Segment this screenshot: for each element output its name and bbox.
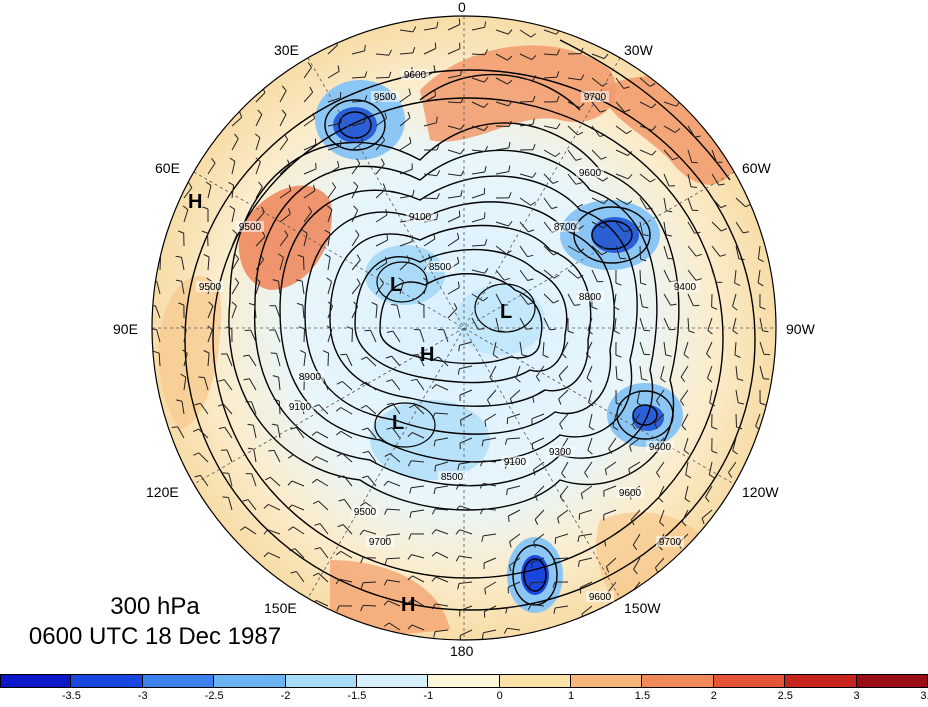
contour-label: 9500 bbox=[354, 507, 377, 518]
wind-barb-shaft bbox=[531, 582, 544, 583]
wind-barb-shaft bbox=[376, 78, 389, 79]
colorbar-tick-label: -1.5 bbox=[347, 690, 366, 702]
lon-label-0: 0 bbox=[458, 0, 466, 15]
wind-barb-flag bbox=[223, 473, 229, 474]
wind-barb-shaft bbox=[304, 329, 305, 342]
wind-barb-flag bbox=[340, 354, 346, 355]
wind-barb-flag bbox=[223, 497, 229, 498]
colorbar-tick-label: -2.5 bbox=[205, 690, 224, 702]
wind-barb-flag bbox=[435, 90, 436, 96]
wind-barb-shaft bbox=[640, 270, 641, 283]
wind-barb-shaft bbox=[640, 246, 641, 259]
map-caption: 300 hPa 0600 UTC 18 Dec 1987 bbox=[0, 592, 310, 652]
low-pressure-marker: L bbox=[390, 274, 402, 297]
contour-label: 8800 bbox=[579, 292, 602, 303]
colorbar bbox=[0, 674, 928, 688]
wind-barb-shaft bbox=[520, 102, 533, 103]
low-pressure-marker: L bbox=[500, 301, 512, 324]
wind-barb-flag bbox=[550, 329, 556, 330]
contour-label: 8700 bbox=[554, 222, 577, 233]
colorbar-tick-label: 2.5 bbox=[778, 690, 793, 702]
contour-label: 9700 bbox=[584, 92, 607, 103]
high-pressure-marker: H bbox=[188, 191, 202, 214]
wind-barb-shaft bbox=[328, 353, 329, 366]
lon-label-90e: 90E bbox=[113, 321, 138, 337]
wind-barb-shaft bbox=[352, 329, 353, 342]
wind-barb-shaft bbox=[387, 558, 400, 559]
contour-label: 9500 bbox=[374, 92, 397, 103]
lon-label-90w: 90W bbox=[786, 321, 815, 337]
contour-label: 9100 bbox=[289, 402, 312, 413]
wind-barb-flag bbox=[459, 345, 460, 351]
contour-label: 9600 bbox=[404, 70, 427, 81]
wind-barb-flag bbox=[365, 330, 371, 331]
colorbar-tick-label: 1 bbox=[568, 690, 574, 702]
lon-label-30e: 30E bbox=[274, 42, 299, 58]
contour-label: 9700 bbox=[659, 537, 682, 548]
contour-label: 9500 bbox=[199, 282, 222, 293]
wind-barb-shaft bbox=[208, 233, 209, 246]
wind-barb-flag bbox=[271, 353, 277, 354]
wind-barb-shaft bbox=[279, 401, 280, 414]
contour-label: 9600 bbox=[589, 592, 612, 603]
wind-barb-flag bbox=[387, 234, 388, 240]
wind-barb-shaft bbox=[363, 605, 376, 606]
wind-barb-flag bbox=[532, 444, 533, 450]
contour-label: 8500 bbox=[429, 262, 452, 273]
colorbar-tick-label: 3.5 bbox=[920, 690, 928, 702]
high-pressure-marker: H bbox=[401, 594, 415, 617]
colorbar-tick-label: -3 bbox=[138, 690, 148, 702]
wind-barb-flag bbox=[763, 379, 769, 380]
colorbar-tick-label: 3 bbox=[854, 690, 860, 702]
contour-label: 9100 bbox=[504, 457, 527, 468]
wind-barb-flag bbox=[435, 43, 436, 49]
lon-label-150w: 150W bbox=[624, 600, 661, 616]
wind-barb-flag bbox=[459, 19, 460, 25]
wind-barb-flag bbox=[365, 117, 366, 123]
wind-barb-flag bbox=[268, 450, 274, 451]
wind-barb-shaft bbox=[496, 126, 509, 127]
lon-label-60w: 60W bbox=[742, 160, 771, 176]
colorbar-frame bbox=[0, 674, 928, 688]
wind-barb-flag bbox=[484, 612, 485, 618]
lon-label-180: 180 bbox=[450, 643, 473, 659]
high-pressure-marker: H bbox=[420, 344, 434, 367]
contour-label: 8500 bbox=[441, 472, 464, 483]
contour-label: 9700 bbox=[369, 537, 392, 548]
colorbar-tick-label: -2 bbox=[281, 690, 291, 702]
colorbar-tick-label: 1.5 bbox=[635, 690, 650, 702]
wind-barb-flag bbox=[412, 355, 418, 356]
colorbar-tick-label: -1 bbox=[423, 690, 433, 702]
lon-label-120e: 120E bbox=[146, 484, 179, 500]
wind-barb-flag bbox=[632, 592, 635, 597]
contour-label: 8900 bbox=[299, 372, 322, 383]
contour-label: 9500 bbox=[239, 222, 262, 233]
wind-barb-flag bbox=[198, 377, 204, 378]
wind-barb-shaft bbox=[304, 257, 305, 270]
wind-barb-flag bbox=[508, 516, 509, 522]
lon-label-60e: 60E bbox=[155, 160, 180, 176]
lon-label-30w: 30W bbox=[624, 42, 653, 58]
low-pressure-marker: L bbox=[392, 412, 404, 435]
contour-label: 9400 bbox=[649, 442, 672, 453]
contour-label: 9300 bbox=[549, 447, 572, 458]
colorbar-tick-label: -3.5 bbox=[62, 690, 81, 702]
lon-label-120w: 120W bbox=[742, 484, 779, 500]
contour-label: 9600 bbox=[619, 488, 642, 499]
wind-barb-flag bbox=[435, 466, 436, 472]
colorbar-tick-label: 0 bbox=[497, 690, 503, 702]
contour-label: 9100 bbox=[409, 212, 432, 223]
wind-barb-flag bbox=[580, 588, 581, 594]
colorbar-tick-label: 2 bbox=[711, 690, 717, 702]
valid-time-label: 0600 UTC 18 Dec 1987 bbox=[0, 622, 310, 652]
pressure-level-label: 300 hPa bbox=[0, 592, 310, 622]
contour-label: 9600 bbox=[579, 168, 602, 179]
wind-barb-shaft bbox=[736, 414, 737, 427]
contour-label: 9400 bbox=[674, 282, 697, 293]
wind-barb-flag bbox=[437, 117, 438, 123]
wind-barb-flag bbox=[365, 45, 366, 51]
